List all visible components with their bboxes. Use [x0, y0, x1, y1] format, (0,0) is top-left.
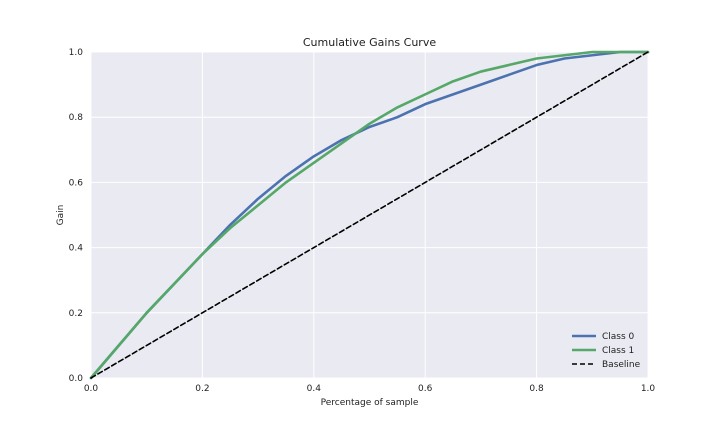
y-tick-label: 0.8 [69, 113, 84, 123]
x-tick-label: 0.8 [529, 384, 544, 394]
series-line-class-1 [89, 50, 650, 380]
chart-title: Cumulative Gains Curve [303, 36, 436, 49]
legend-label: Baseline [602, 360, 641, 370]
grid-lines [90, 51, 649, 379]
y-tick-label: 1.0 [69, 48, 84, 58]
legend-label: Class 1 [602, 346, 634, 356]
y-tick-label: 0.4 [69, 244, 84, 254]
x-tick-label: 1.0 [641, 384, 656, 394]
series-line-baseline [90, 51, 649, 379]
x-tick-label: 0.4 [307, 384, 322, 394]
y-tick-label: 0.2 [69, 309, 83, 319]
x-tick-label: 0.0 [84, 384, 99, 394]
legend: Class 0 Class 1 Baseline [572, 332, 641, 370]
series-layer [89, 50, 650, 380]
y-tick-label: 0.0 [69, 374, 84, 384]
x-tick-labels: 0.0 0.2 0.4 0.6 0.8 1.0 [84, 384, 656, 394]
x-tick-label: 0.2 [195, 384, 209, 394]
y-tick-label: 0.6 [69, 178, 84, 188]
y-tick-labels: 0.0 0.2 0.4 0.6 0.8 1.0 [69, 48, 84, 384]
legend-label: Class 0 [602, 332, 635, 342]
x-axis-label: Percentage of sample [321, 398, 419, 408]
x-tick-label: 0.6 [418, 384, 433, 394]
y-axis-label: Gain [56, 205, 66, 226]
